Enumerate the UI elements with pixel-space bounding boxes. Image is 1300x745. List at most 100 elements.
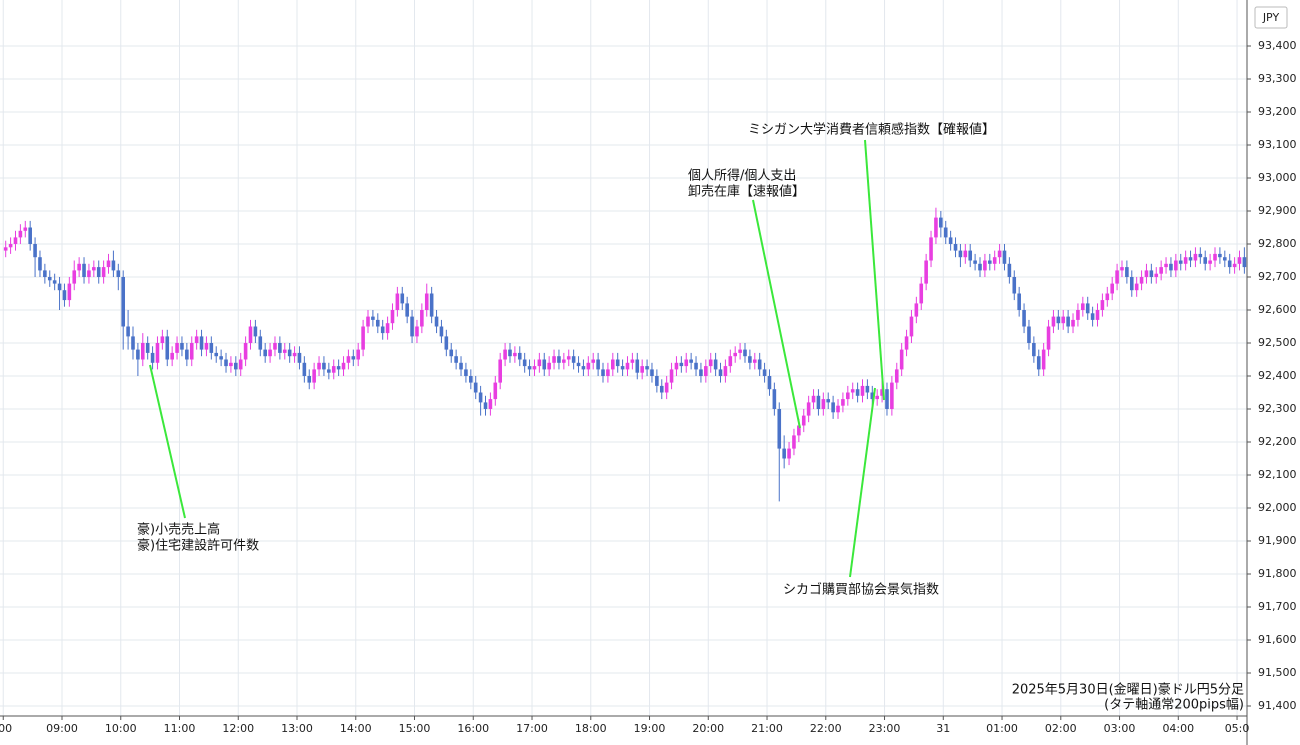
candle-body xyxy=(581,366,586,370)
candle-body xyxy=(718,369,723,376)
x-tick-label: 02:00 xyxy=(1045,722,1077,735)
candle-body xyxy=(738,349,742,353)
candle-body xyxy=(1056,316,1061,324)
candle-body xyxy=(762,369,767,376)
x-tick-label: 17:00 xyxy=(516,722,548,735)
candle-body xyxy=(1183,257,1188,264)
annotation-text: 豪)小売売上高 xyxy=(137,522,220,538)
candle-body xyxy=(498,359,502,383)
candle-body xyxy=(106,260,111,268)
candle-body xyxy=(664,382,669,393)
candle-body xyxy=(473,382,478,393)
candle-body xyxy=(8,244,13,248)
candle-body xyxy=(356,349,361,360)
candle-body xyxy=(331,366,336,373)
candle-body xyxy=(67,283,72,301)
x-tick-label: 20:00 xyxy=(692,722,724,735)
candle-body xyxy=(121,277,126,327)
candle-body xyxy=(371,316,375,320)
candle-body xyxy=(576,362,581,367)
candle-body xyxy=(33,244,37,258)
candle-body xyxy=(273,343,277,350)
candle-body xyxy=(194,336,199,343)
candle-body xyxy=(136,349,140,360)
candle-body xyxy=(733,352,738,357)
candle-body xyxy=(547,362,551,370)
candle-body xyxy=(904,336,909,350)
candle-body xyxy=(52,280,57,284)
candle-body xyxy=(361,326,365,350)
annotation-text: ミシガン大学消費者信頼感指数【確報値】 xyxy=(748,122,995,138)
candle-body xyxy=(297,352,302,363)
candle-body xyxy=(478,392,483,403)
candle-body xyxy=(806,402,811,416)
y-tick-label: 93,400 xyxy=(1258,39,1297,52)
candle-body xyxy=(1027,326,1031,343)
candle-body xyxy=(1203,257,1208,264)
candle-body xyxy=(405,303,409,317)
candle-body xyxy=(503,349,507,360)
candle-body xyxy=(1100,300,1105,310)
candle-body xyxy=(860,385,865,396)
candle-body xyxy=(28,227,32,244)
candle-body xyxy=(175,343,179,353)
candle-body xyxy=(1198,253,1203,258)
x-tick-label: 18:00 xyxy=(575,722,607,735)
candle-body xyxy=(317,362,321,370)
candle-body xyxy=(684,359,689,367)
candle-body xyxy=(1134,283,1139,291)
y-tick-label: 91,900 xyxy=(1258,534,1297,547)
candle-body xyxy=(444,336,449,350)
candle-body xyxy=(410,316,414,337)
candle-body xyxy=(542,359,547,370)
candle-body xyxy=(429,293,434,317)
candle-body xyxy=(846,392,850,400)
candle-body xyxy=(522,359,527,367)
candle-body xyxy=(694,362,698,370)
candle-body xyxy=(439,326,444,337)
x-tick-label: 03:00 xyxy=(1104,722,1136,735)
candle-body xyxy=(1149,270,1154,277)
y-tick-label: 92,800 xyxy=(1258,237,1297,250)
y-tick-label: 92,900 xyxy=(1258,204,1297,217)
y-tick-label: 91,600 xyxy=(1258,633,1297,646)
candle-body xyxy=(263,349,267,357)
candle-body xyxy=(811,395,816,403)
candle-body xyxy=(116,270,121,277)
candle-body xyxy=(963,250,968,258)
candle-body xyxy=(968,250,973,261)
y-tick-label: 91,500 xyxy=(1258,666,1297,679)
x-tick-label: 04:00 xyxy=(1162,722,1194,735)
candle-body xyxy=(924,260,928,284)
candle-body xyxy=(140,343,145,360)
candle-body xyxy=(953,244,958,251)
candle-body xyxy=(772,389,777,409)
candle-body xyxy=(527,366,532,370)
candles xyxy=(3,207,1247,502)
candle-body xyxy=(1090,313,1095,320)
candle-body xyxy=(145,343,150,353)
candle-body xyxy=(929,237,933,261)
y-tick-label: 92,500 xyxy=(1258,336,1297,349)
candle-body xyxy=(870,392,875,400)
candle-body xyxy=(836,405,840,413)
candle-body xyxy=(875,395,879,400)
candle-body xyxy=(1036,356,1041,370)
annotation-text: シカゴ購買部協会景気指数 xyxy=(783,582,939,598)
candle-body xyxy=(336,366,341,370)
candle-body xyxy=(1139,277,1144,284)
candle-body xyxy=(640,366,644,373)
candle-body xyxy=(713,359,718,370)
candle-body xyxy=(1178,260,1183,264)
x-tick-label: 15:00 xyxy=(399,722,431,735)
candle-body xyxy=(224,359,228,367)
y-tick-label: 91,400 xyxy=(1258,699,1297,712)
candle-body xyxy=(943,227,948,238)
candle-body xyxy=(562,359,566,363)
candle-body xyxy=(699,369,703,376)
candle-body xyxy=(1164,263,1168,268)
candle-body xyxy=(532,366,537,370)
candle-body xyxy=(1105,293,1110,301)
candle-body xyxy=(992,257,997,264)
x-tick-label: 11:00 xyxy=(164,722,196,735)
